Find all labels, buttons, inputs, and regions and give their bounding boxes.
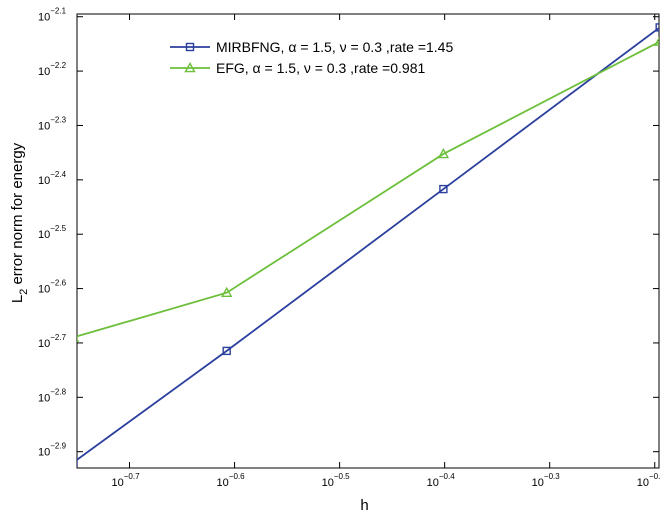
x-tick-base: 10 [637,477,649,489]
series [77,23,659,467]
y-tick-exponent: −2.9 [50,442,66,451]
y-tick-base: 10 [38,284,50,296]
y-tick-label: 10−2.6 [38,279,67,296]
x-tick-exponent: −0.6 [229,472,245,481]
y-tick-label: 10−2.7 [38,333,67,350]
data-point [222,346,231,356]
y-tick-label: 10−2.1 [38,7,67,24]
y-axis-title-subscript: 2 [18,289,30,295]
x-tick-exponent: −0.7 [124,472,140,481]
legend: MIRBFNG, α = 1.5, ν = 0.3 ,rate =1.45 EFG… [170,39,453,76]
y-tick-exponent: −2.3 [50,115,66,124]
y-tick-base: 10 [38,120,50,132]
y-tick-label: 10−2.2 [38,61,67,78]
y-tick-exponent: −2.4 [50,170,66,179]
legend-label: EFG, α = 1.5, ν = 0.3 ,rate =0.981 [216,60,425,76]
x-tick-label: 10−0.4 [427,472,456,489]
x-tick-base: 10 [427,477,439,489]
y-tick-exponent: −2.1 [50,7,66,16]
series-line [77,40,659,338]
y-tick-exponent: −2.6 [50,279,66,288]
y-tick-base: 10 [38,175,50,187]
x-tick-base: 10 [217,477,229,489]
x-tick-label: 10−0.5 [322,472,351,489]
x-tick-base: 10 [532,477,544,489]
y-tick-exponent: −2.8 [50,387,66,396]
x-tick-label: 10−0.6 [217,472,246,489]
y-tick-label: 10−2.5 [38,224,67,241]
y-tick-base: 10 [38,66,50,78]
y-tick-label: 10−2.8 [38,387,67,404]
y-tick-exponent: −2.7 [50,333,66,342]
x-tick-exponent: −0.4 [439,472,455,481]
y-tick-label: 10−2.9 [38,442,67,459]
series-line [77,26,659,461]
ticks: 10−0.710−0.610−0.510−0.410−0.310−0.210−2… [38,7,660,489]
x-axis-title: h [360,497,368,514]
y-axis-title-rest: error norm for energy [9,142,26,288]
y-tick-base: 10 [38,392,50,404]
series-2 [77,36,659,342]
series-1 [77,23,659,467]
y-tick-base: 10 [38,12,50,24]
data-point [439,184,448,194]
x-tick-base: 10 [111,477,123,489]
y-tick-label: 10−2.4 [38,170,67,187]
x-tick-exponent: −0.3 [544,472,560,481]
y-tick-base: 10 [38,447,50,459]
legend-swatch-marker [184,62,196,73]
y-axis-title-main: L [9,295,26,303]
legend-label: MIRBFNG, α = 1.5, ν = 0.3 ,rate =1.45 [216,39,453,55]
x-tick-label: 10−0.7 [111,472,140,489]
y-axis-title: L2 error norm for energy [9,142,30,303]
data-point [77,458,78,467]
data-point [655,23,659,32]
y-tick-label: 10−2.3 [38,115,67,132]
data-point [220,286,233,298]
data-point [653,36,659,46]
data-point [437,148,450,159]
legend-swatch-marker [185,42,195,52]
y-tick-exponent: −2.5 [50,224,66,233]
plot-area [76,13,660,469]
y-tick-base: 10 [38,338,50,350]
x-tick-exponent: −0.2 [649,472,660,481]
x-tick-label: 10−0.2 [637,472,660,489]
x-tick-base: 10 [322,477,334,489]
x-tick-exponent: −0.5 [334,472,350,481]
x-tick-label: 10−0.3 [532,472,561,489]
y-tick-exponent: −2.2 [50,61,66,70]
y-tick-base: 10 [38,229,50,241]
